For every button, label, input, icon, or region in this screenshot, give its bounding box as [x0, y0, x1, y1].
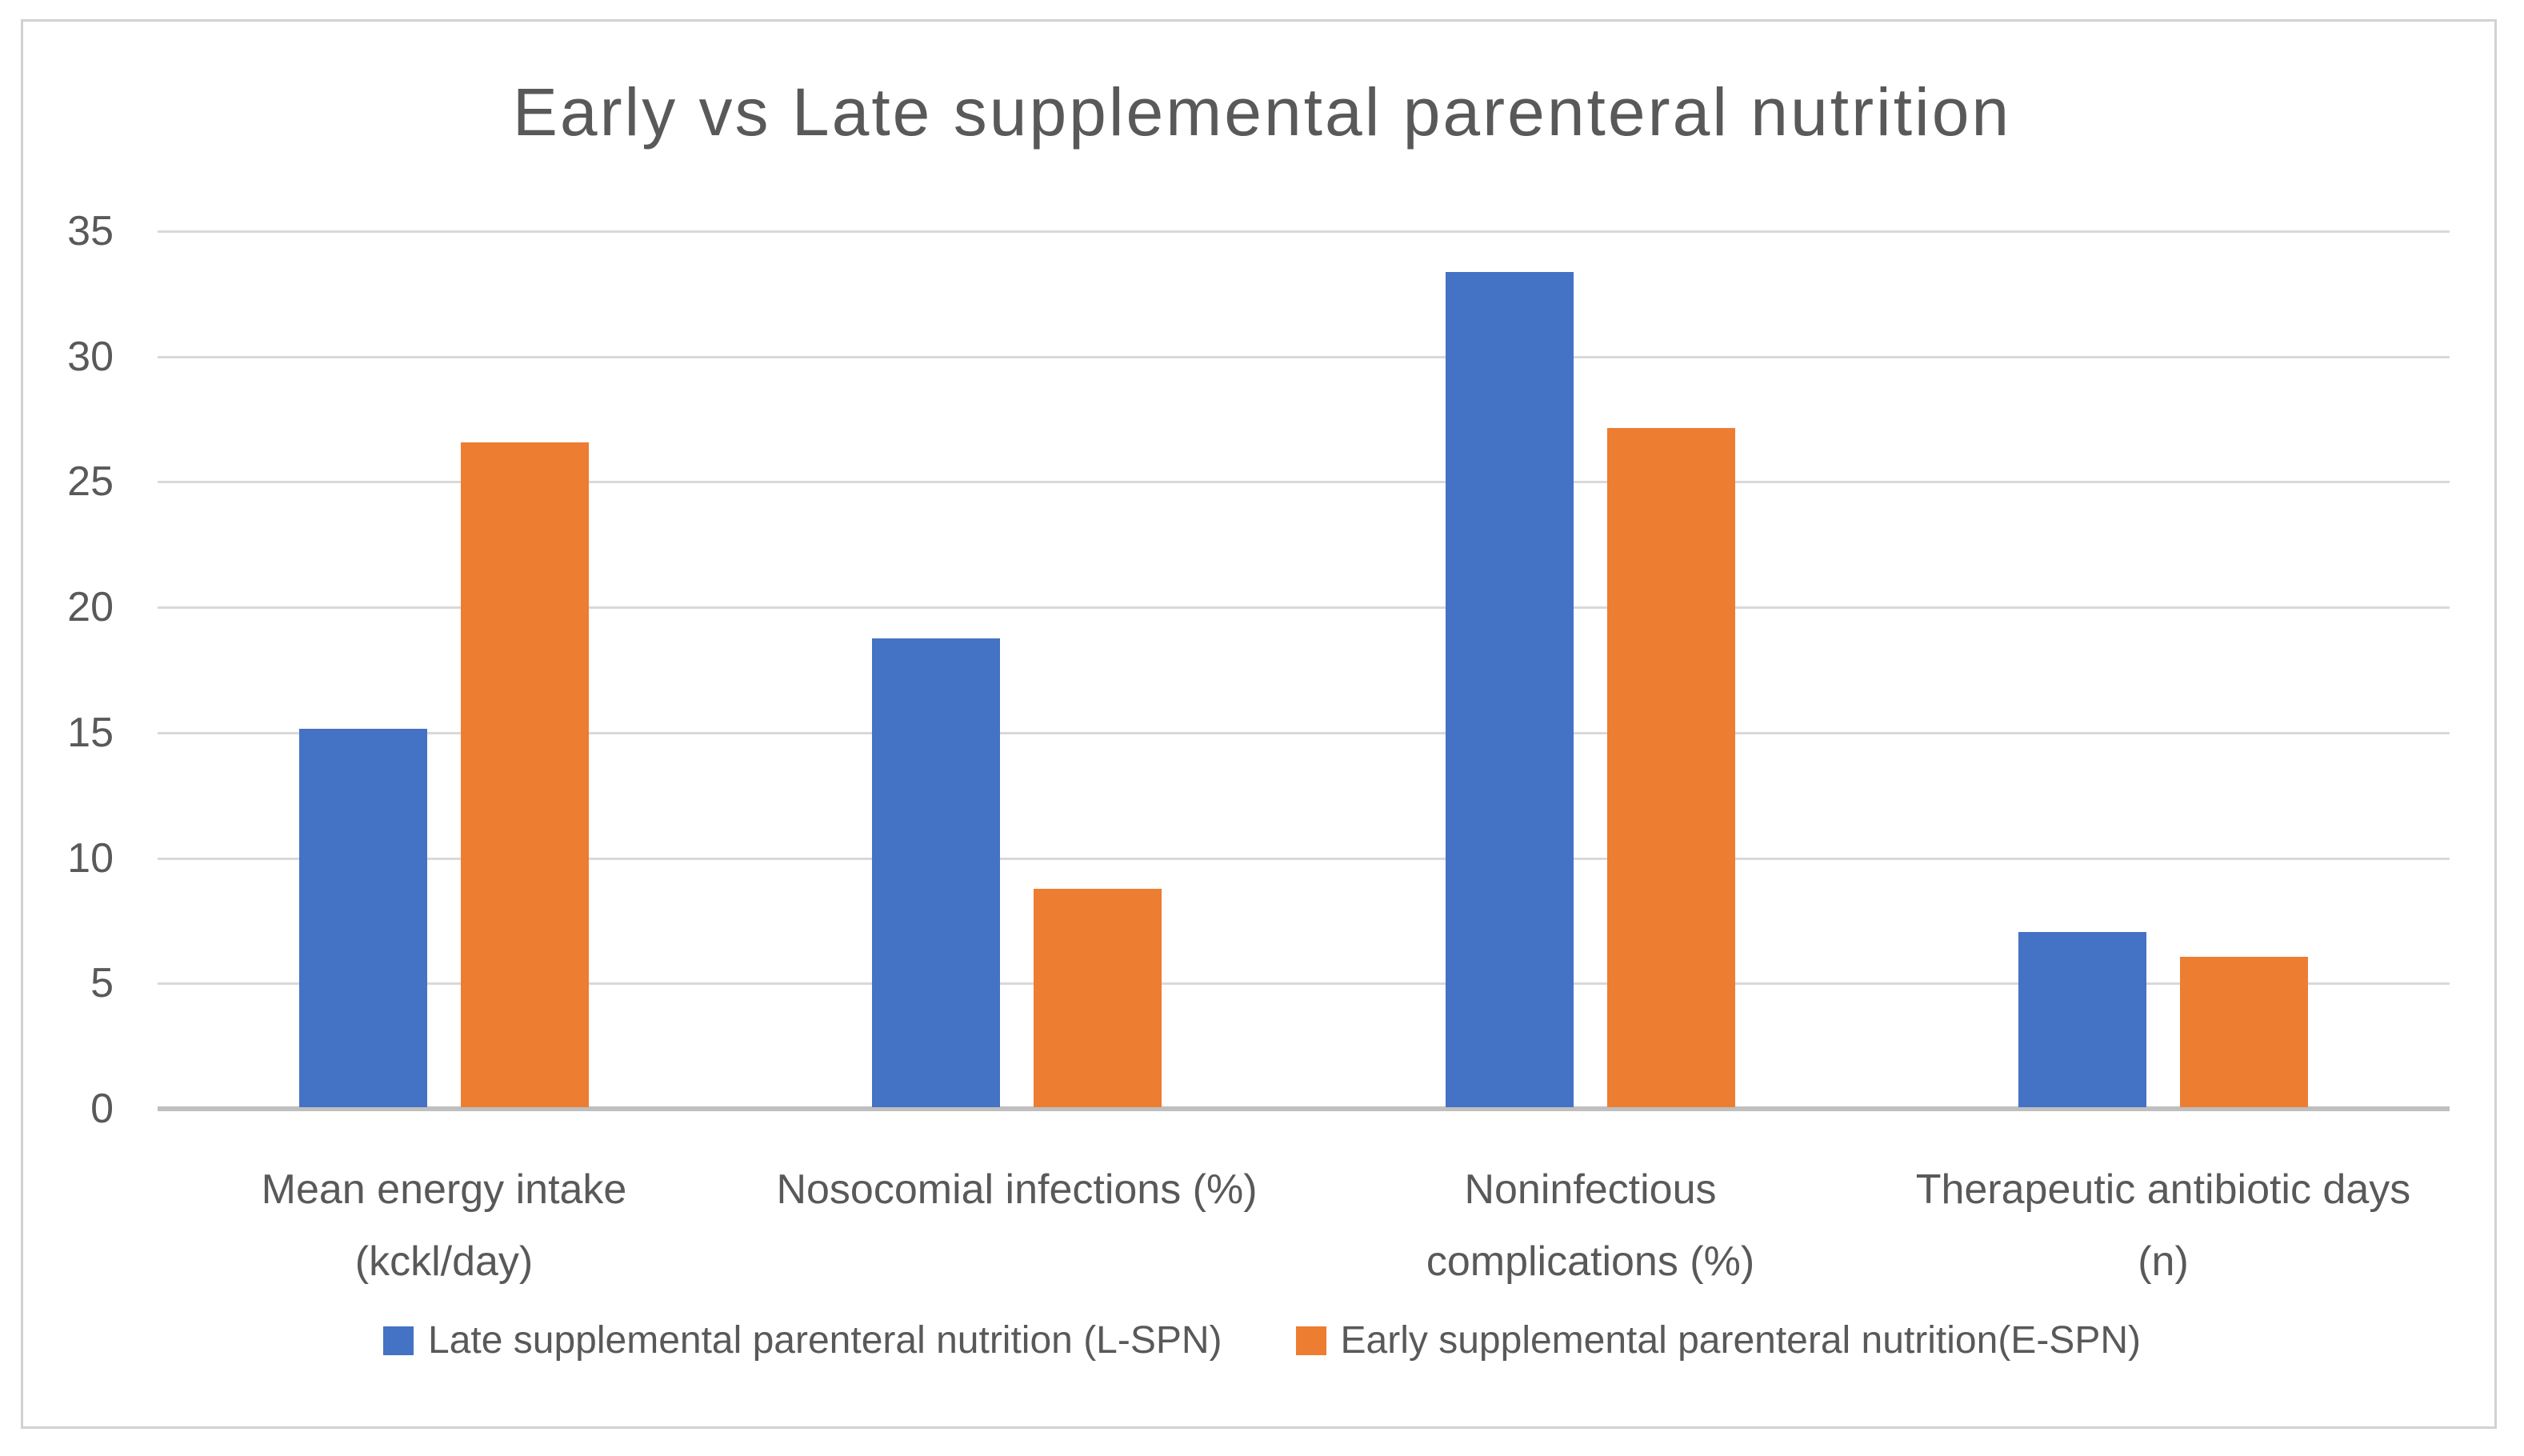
x-axis-category-label-0: Mean energy intake (kckl/day)	[158, 1154, 730, 1298]
legend-label: Early supplemental parenteral nutrition(…	[1340, 1319, 2141, 1362]
bar-late-category-3	[2018, 932, 2146, 1107]
gridline-y20	[158, 606, 2450, 610]
bar-early-category-2	[1607, 428, 1735, 1107]
gridline-y10	[158, 857, 2450, 860]
gridline-y35	[158, 230, 2450, 233]
x-axis-category-label-line: Mean energy intake	[261, 1166, 627, 1213]
x-axis-category-label-line: Noninfectious	[1464, 1166, 1717, 1213]
y-axis-tick-label-5: 5	[90, 960, 114, 1007]
gridline-y30	[158, 355, 2450, 358]
x-axis-category-label-line: complications (%)	[1426, 1238, 1755, 1285]
y-axis-tick-label-25: 25	[67, 458, 114, 506]
x-axis-category-label-line: Nosocomial infections (%)	[776, 1166, 1258, 1213]
bar-late-category-0	[299, 729, 427, 1107]
bar-early-category-1	[1034, 889, 1162, 1107]
chart-legend: Late supplemental parenteral nutrition (…	[0, 1318, 2524, 1362]
bar-late-category-2	[1446, 272, 1574, 1107]
legend-label: Late supplemental parenteral nutrition (…	[428, 1319, 1222, 1362]
bar-late-category-1	[872, 638, 1000, 1107]
x-axis-line	[158, 1106, 2450, 1111]
legend-item-early: Early supplemental parenteral nutrition(…	[1295, 1318, 2141, 1362]
y-axis-tick-label-10: 10	[67, 834, 114, 882]
y-axis-tick-label-20: 20	[67, 584, 114, 631]
y-axis-tick-label-30: 30	[67, 333, 114, 380]
legend-swatch-icon	[1295, 1326, 1326, 1355]
y-axis-tick-label-0: 0	[90, 1086, 114, 1132]
x-axis-category-label-line: (kckl/day)	[354, 1238, 534, 1285]
x-axis-category-label-1: Nosocomial infections (%)	[730, 1154, 1303, 1226]
x-axis-category-label-3: Therapeutic antibiotic days (n)	[1877, 1154, 2450, 1298]
bar-early-category-3	[2180, 957, 2308, 1107]
chart-frame-border	[21, 19, 2497, 1429]
gridline-y5	[158, 982, 2450, 986]
x-axis-category-label-2: Noninfectious complications (%)	[1304, 1154, 1877, 1298]
y-axis-tick-label-35: 35	[67, 208, 114, 254]
gridline-y15	[158, 731, 2450, 734]
legend-item-late: Late supplemental parenteral nutrition (…	[383, 1318, 1222, 1362]
legend-swatch-icon	[383, 1326, 414, 1355]
x-axis-category-label-line: (n)	[2138, 1238, 2189, 1285]
gridline-y25	[158, 481, 2450, 484]
chart-title: Early vs Late supplemental parenteral nu…	[512, 74, 2012, 150]
y-axis-tick-label-15: 15	[67, 709, 114, 756]
x-axis-category-label-line: Therapeutic antibiotic days	[1915, 1166, 2411, 1213]
bar-early-category-0	[461, 442, 589, 1107]
